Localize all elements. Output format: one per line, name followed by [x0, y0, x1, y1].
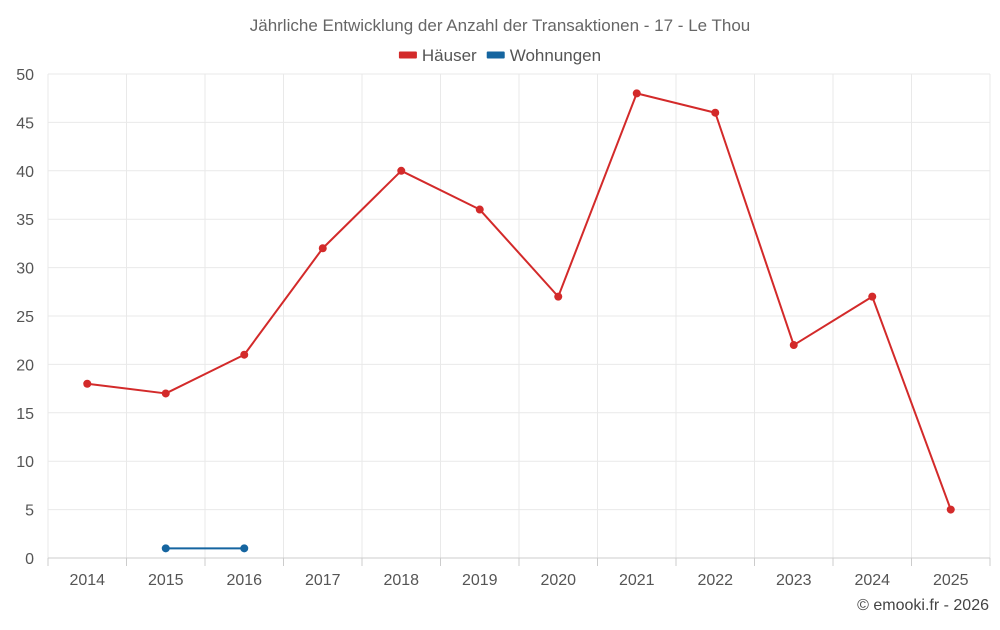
- data-point: [240, 350, 249, 359]
- x-tick-label: 2025: [933, 572, 969, 589]
- legend-swatch: [486, 51, 505, 59]
- y-tick-label: 35: [16, 212, 34, 229]
- grid: [47, 73, 991, 558]
- series-layer: [83, 89, 955, 553]
- data-point: [789, 341, 798, 350]
- data-point: [711, 108, 720, 117]
- series-line-haeuser: [87, 92, 952, 510]
- credit-text: © emooki.fr - 2026: [857, 597, 989, 614]
- data-point: [868, 292, 877, 301]
- legend-item: Wohnungen: [486, 46, 601, 65]
- data-point: [161, 544, 170, 553]
- legend-swatch: [398, 51, 417, 59]
- y-tick-label: 5: [25, 503, 34, 520]
- x-tick-label: 2024: [854, 572, 890, 589]
- data-point: [161, 389, 170, 398]
- data-point: [632, 89, 641, 98]
- data-point: [554, 292, 563, 301]
- data-point: [946, 505, 955, 514]
- x-tick-label: 2022: [697, 572, 733, 589]
- legend-item: Häuser: [398, 46, 477, 65]
- y-tick-label: 50: [16, 67, 34, 84]
- legend: Häuser Wohnungen: [398, 46, 601, 65]
- data-point: [83, 379, 92, 388]
- x-tick-label: 2016: [226, 572, 262, 589]
- x-tick-label: 2017: [305, 572, 341, 589]
- y-tick-label: 45: [16, 115, 34, 132]
- x-tick-label: 2019: [462, 572, 498, 589]
- x-tick-label: 2021: [619, 572, 655, 589]
- x-tick-label: 2023: [776, 572, 812, 589]
- y-tick-label: 20: [16, 357, 34, 374]
- x-tick-label: 2018: [383, 572, 419, 589]
- y-tick-label: 25: [16, 309, 34, 326]
- x-tick-label: 2014: [69, 572, 105, 589]
- y-tick-label: 0: [25, 551, 34, 568]
- x-tick-label: 2015: [148, 572, 184, 589]
- data-point: [240, 544, 249, 553]
- legend-label: Wohnungen: [510, 46, 601, 65]
- y-tick-label: 40: [16, 164, 34, 181]
- data-point: [318, 244, 327, 253]
- data-point: [397, 166, 406, 175]
- y-tick-label: 10: [16, 454, 34, 471]
- data-point: [475, 205, 484, 214]
- y-tick-label: 15: [16, 406, 34, 423]
- legend-label: Häuser: [422, 46, 477, 65]
- x-tick-label: 2020: [540, 572, 576, 589]
- chart-title: Jährliche Entwicklung der Anzahl der Tra…: [250, 16, 751, 35]
- y-tick-label: 30: [16, 261, 34, 278]
